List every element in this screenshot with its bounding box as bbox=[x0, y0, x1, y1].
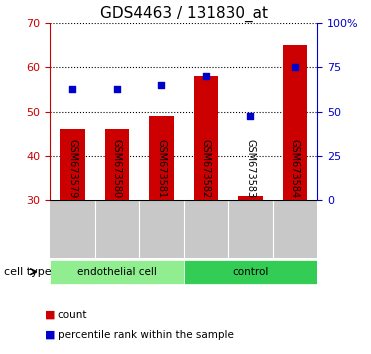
FancyBboxPatch shape bbox=[184, 260, 317, 284]
Point bbox=[158, 82, 164, 88]
Text: control: control bbox=[232, 267, 269, 277]
Bar bbox=[105, 129, 129, 200]
Point bbox=[203, 73, 209, 79]
Point bbox=[114, 86, 120, 92]
Bar bbox=[60, 129, 85, 200]
Text: count: count bbox=[58, 310, 87, 320]
FancyBboxPatch shape bbox=[50, 260, 184, 284]
Title: GDS4463 / 131830_at: GDS4463 / 131830_at bbox=[100, 5, 267, 22]
Bar bbox=[283, 45, 307, 200]
Text: cell type: cell type bbox=[4, 267, 51, 277]
Text: ■: ■ bbox=[45, 330, 55, 339]
Point bbox=[69, 86, 75, 92]
Text: percentile rank within the sample: percentile rank within the sample bbox=[58, 330, 233, 339]
Bar bbox=[149, 116, 174, 200]
Point bbox=[292, 64, 298, 70]
Bar bbox=[238, 195, 263, 200]
Text: endothelial cell: endothelial cell bbox=[77, 267, 157, 277]
Bar bbox=[194, 76, 218, 200]
Point bbox=[247, 113, 253, 119]
Text: ■: ■ bbox=[45, 310, 55, 320]
